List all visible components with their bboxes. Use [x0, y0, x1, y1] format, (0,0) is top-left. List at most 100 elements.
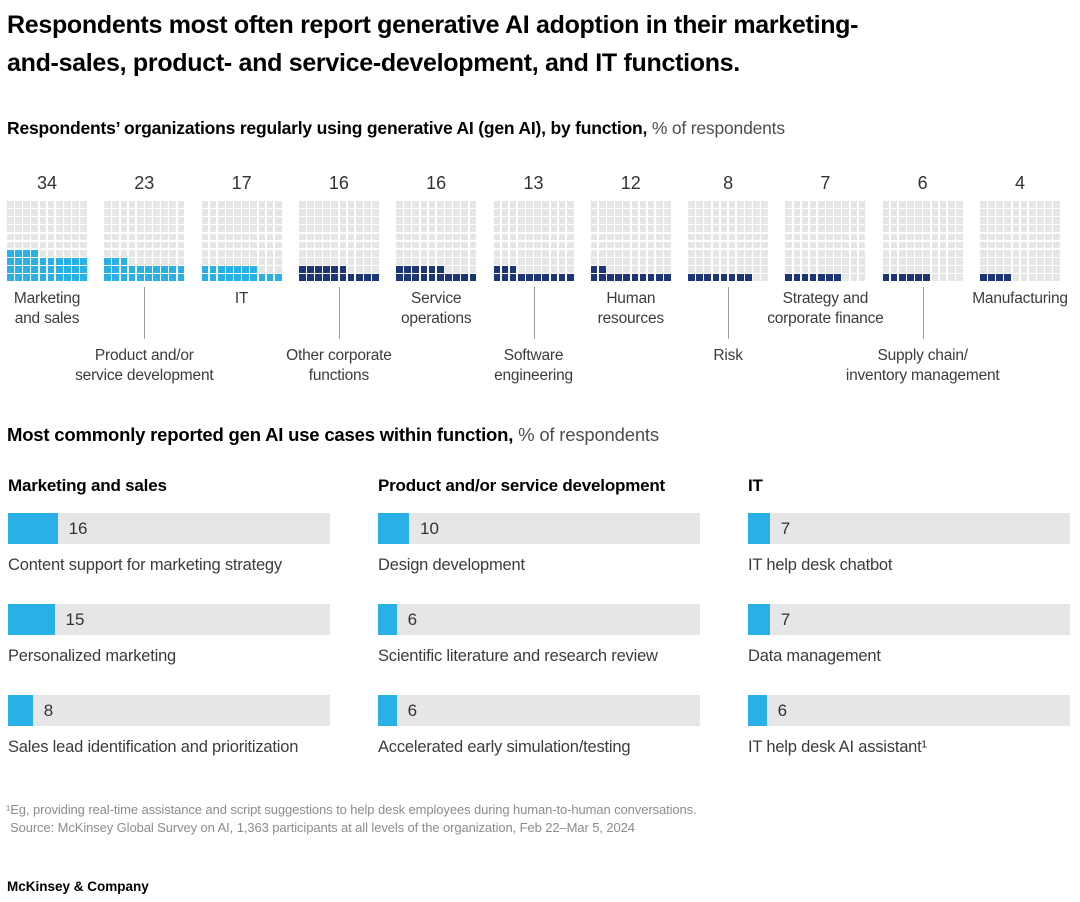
bar-track: 15: [8, 604, 330, 635]
waffle-category-label: Supply chain/ inventory management: [845, 347, 1000, 384]
waffle-cell-filled: [696, 274, 703, 281]
waffle-cell-empty: [526, 225, 533, 233]
waffle-cell-empty: [509, 233, 517, 241]
waffle-cell-empty: [598, 201, 606, 208]
waffle-cell-empty: [266, 266, 274, 273]
waffle-cell-empty: [882, 258, 890, 265]
waffle-cell-empty: [542, 249, 550, 257]
use-case-item: 7 Data management: [748, 604, 1070, 666]
waffle-cell-empty: [631, 258, 639, 265]
waffle-cell-empty: [177, 225, 185, 233]
waffle-cell-empty: [153, 209, 160, 216]
waffle-cell-empty: [258, 217, 266, 224]
waffle-cell-empty: [550, 225, 558, 233]
waffle-cell-empty: [47, 233, 55, 241]
waffle-cell-empty: [298, 201, 306, 208]
waffle-cell-empty: [1045, 241, 1052, 249]
waffle-cell-empty: [1037, 209, 1044, 216]
waffle-cell-empty: [623, 209, 631, 216]
waffle-cell-empty: [23, 225, 30, 233]
waffle-value: 34: [36, 173, 58, 193]
waffle-cell-empty: [1004, 266, 1012, 273]
waffle-cell-empty: [793, 201, 801, 208]
waffle-cell-empty: [550, 217, 558, 224]
waffle-cell-filled: [201, 266, 209, 273]
waffle-cell-empty: [169, 249, 177, 257]
bar-fill: [378, 513, 409, 544]
waffle-cell-empty: [947, 274, 955, 281]
waffle-category-label: Manufacturing: [972, 290, 1068, 307]
waffle-cell-empty: [793, 249, 801, 257]
waffle-cell-empty: [31, 217, 39, 224]
use-case-column: Marketing and sales 16 Content support for…: [8, 476, 330, 786]
waffle-cell-filled: [242, 266, 249, 273]
waffle-cell-empty: [939, 258, 947, 265]
waffle-cell-empty: [469, 225, 477, 233]
waffle-cell-empty: [307, 249, 314, 257]
waffle-cell-empty: [339, 225, 347, 233]
waffle-cell-filled: [331, 266, 339, 273]
waffle-cell-empty: [153, 258, 160, 265]
waffle-cell-empty: [898, 241, 906, 249]
waffle-cell-filled: [590, 266, 598, 273]
waffle-cell-empty: [1053, 201, 1060, 208]
waffle-cell-empty: [266, 258, 274, 265]
waffle-cell-empty: [298, 217, 306, 224]
bar-value: 6: [407, 609, 418, 629]
waffle-cell-filled: [655, 274, 663, 281]
waffle-cell-empty: [996, 201, 1003, 208]
waffle-cell-empty: [31, 225, 39, 233]
use-case-label: IT help desk AI assistant¹: [748, 738, 927, 756]
waffle-cell-empty: [372, 233, 379, 241]
waffle-cell-empty: [201, 249, 209, 257]
waffle-cell-empty: [704, 258, 712, 265]
waffle-cell-empty: [753, 209, 760, 216]
waffle-cell-empty: [915, 201, 922, 208]
waffle-cell-empty: [145, 217, 152, 224]
waffle-cell-empty: [64, 209, 71, 216]
waffle-cell-empty: [47, 209, 55, 216]
waffle-cell-empty: [153, 241, 160, 249]
waffle-cell-filled: [80, 274, 87, 281]
bar-track: 10: [378, 513, 700, 544]
waffle-cell-empty: [177, 241, 185, 249]
waffle-cell-empty: [258, 225, 266, 233]
waffle-cell-empty: [161, 225, 168, 233]
bar-value: 15: [65, 609, 85, 629]
waffle-cell-empty: [201, 233, 209, 241]
waffle-cell-empty: [647, 258, 655, 265]
waffle-cell-empty: [712, 258, 720, 265]
waffle-cell-filled: [72, 258, 79, 265]
waffle-cell-empty: [355, 233, 363, 241]
waffle-cell-empty: [428, 225, 436, 233]
waffle-cell-empty: [590, 209, 598, 216]
waffle-cell-empty: [104, 217, 111, 224]
waffle-cell-empty: [736, 233, 744, 241]
waffle-cell-empty: [655, 225, 663, 233]
waffle-cell-empty: [598, 217, 606, 224]
waffle-cell-empty: [623, 258, 631, 265]
waffle-cell-empty: [364, 201, 371, 208]
waffle-cell-empty: [980, 209, 987, 216]
waffle-cell-empty: [436, 209, 444, 216]
waffle-cell-empty: [509, 249, 517, 257]
waffle-cell-empty: [1053, 274, 1060, 281]
waffle-cell-empty: [250, 233, 258, 241]
waffle-cell-empty: [517, 258, 525, 265]
waffle-cell-empty: [842, 249, 850, 257]
waffle-cell-empty: [834, 241, 841, 249]
waffle-cell-empty: [534, 225, 541, 233]
waffle-cell-empty: [347, 201, 355, 208]
waffle-cell-empty: [850, 274, 858, 281]
waffle-cell-filled: [55, 258, 63, 265]
waffle-cell-empty: [307, 241, 314, 249]
title-line-2: and-sales, product- and service-developm…: [7, 49, 740, 77]
waffle-cell-empty: [226, 241, 233, 249]
waffle-cell-filled: [664, 274, 671, 281]
waffle-cell-filled: [177, 274, 185, 281]
waffle-cell-empty: [136, 209, 144, 216]
waffle-cell-filled: [201, 274, 209, 281]
waffle-cell-empty: [461, 266, 469, 273]
waffle-cell-empty: [169, 241, 177, 249]
waffle-cell-empty: [161, 209, 168, 216]
